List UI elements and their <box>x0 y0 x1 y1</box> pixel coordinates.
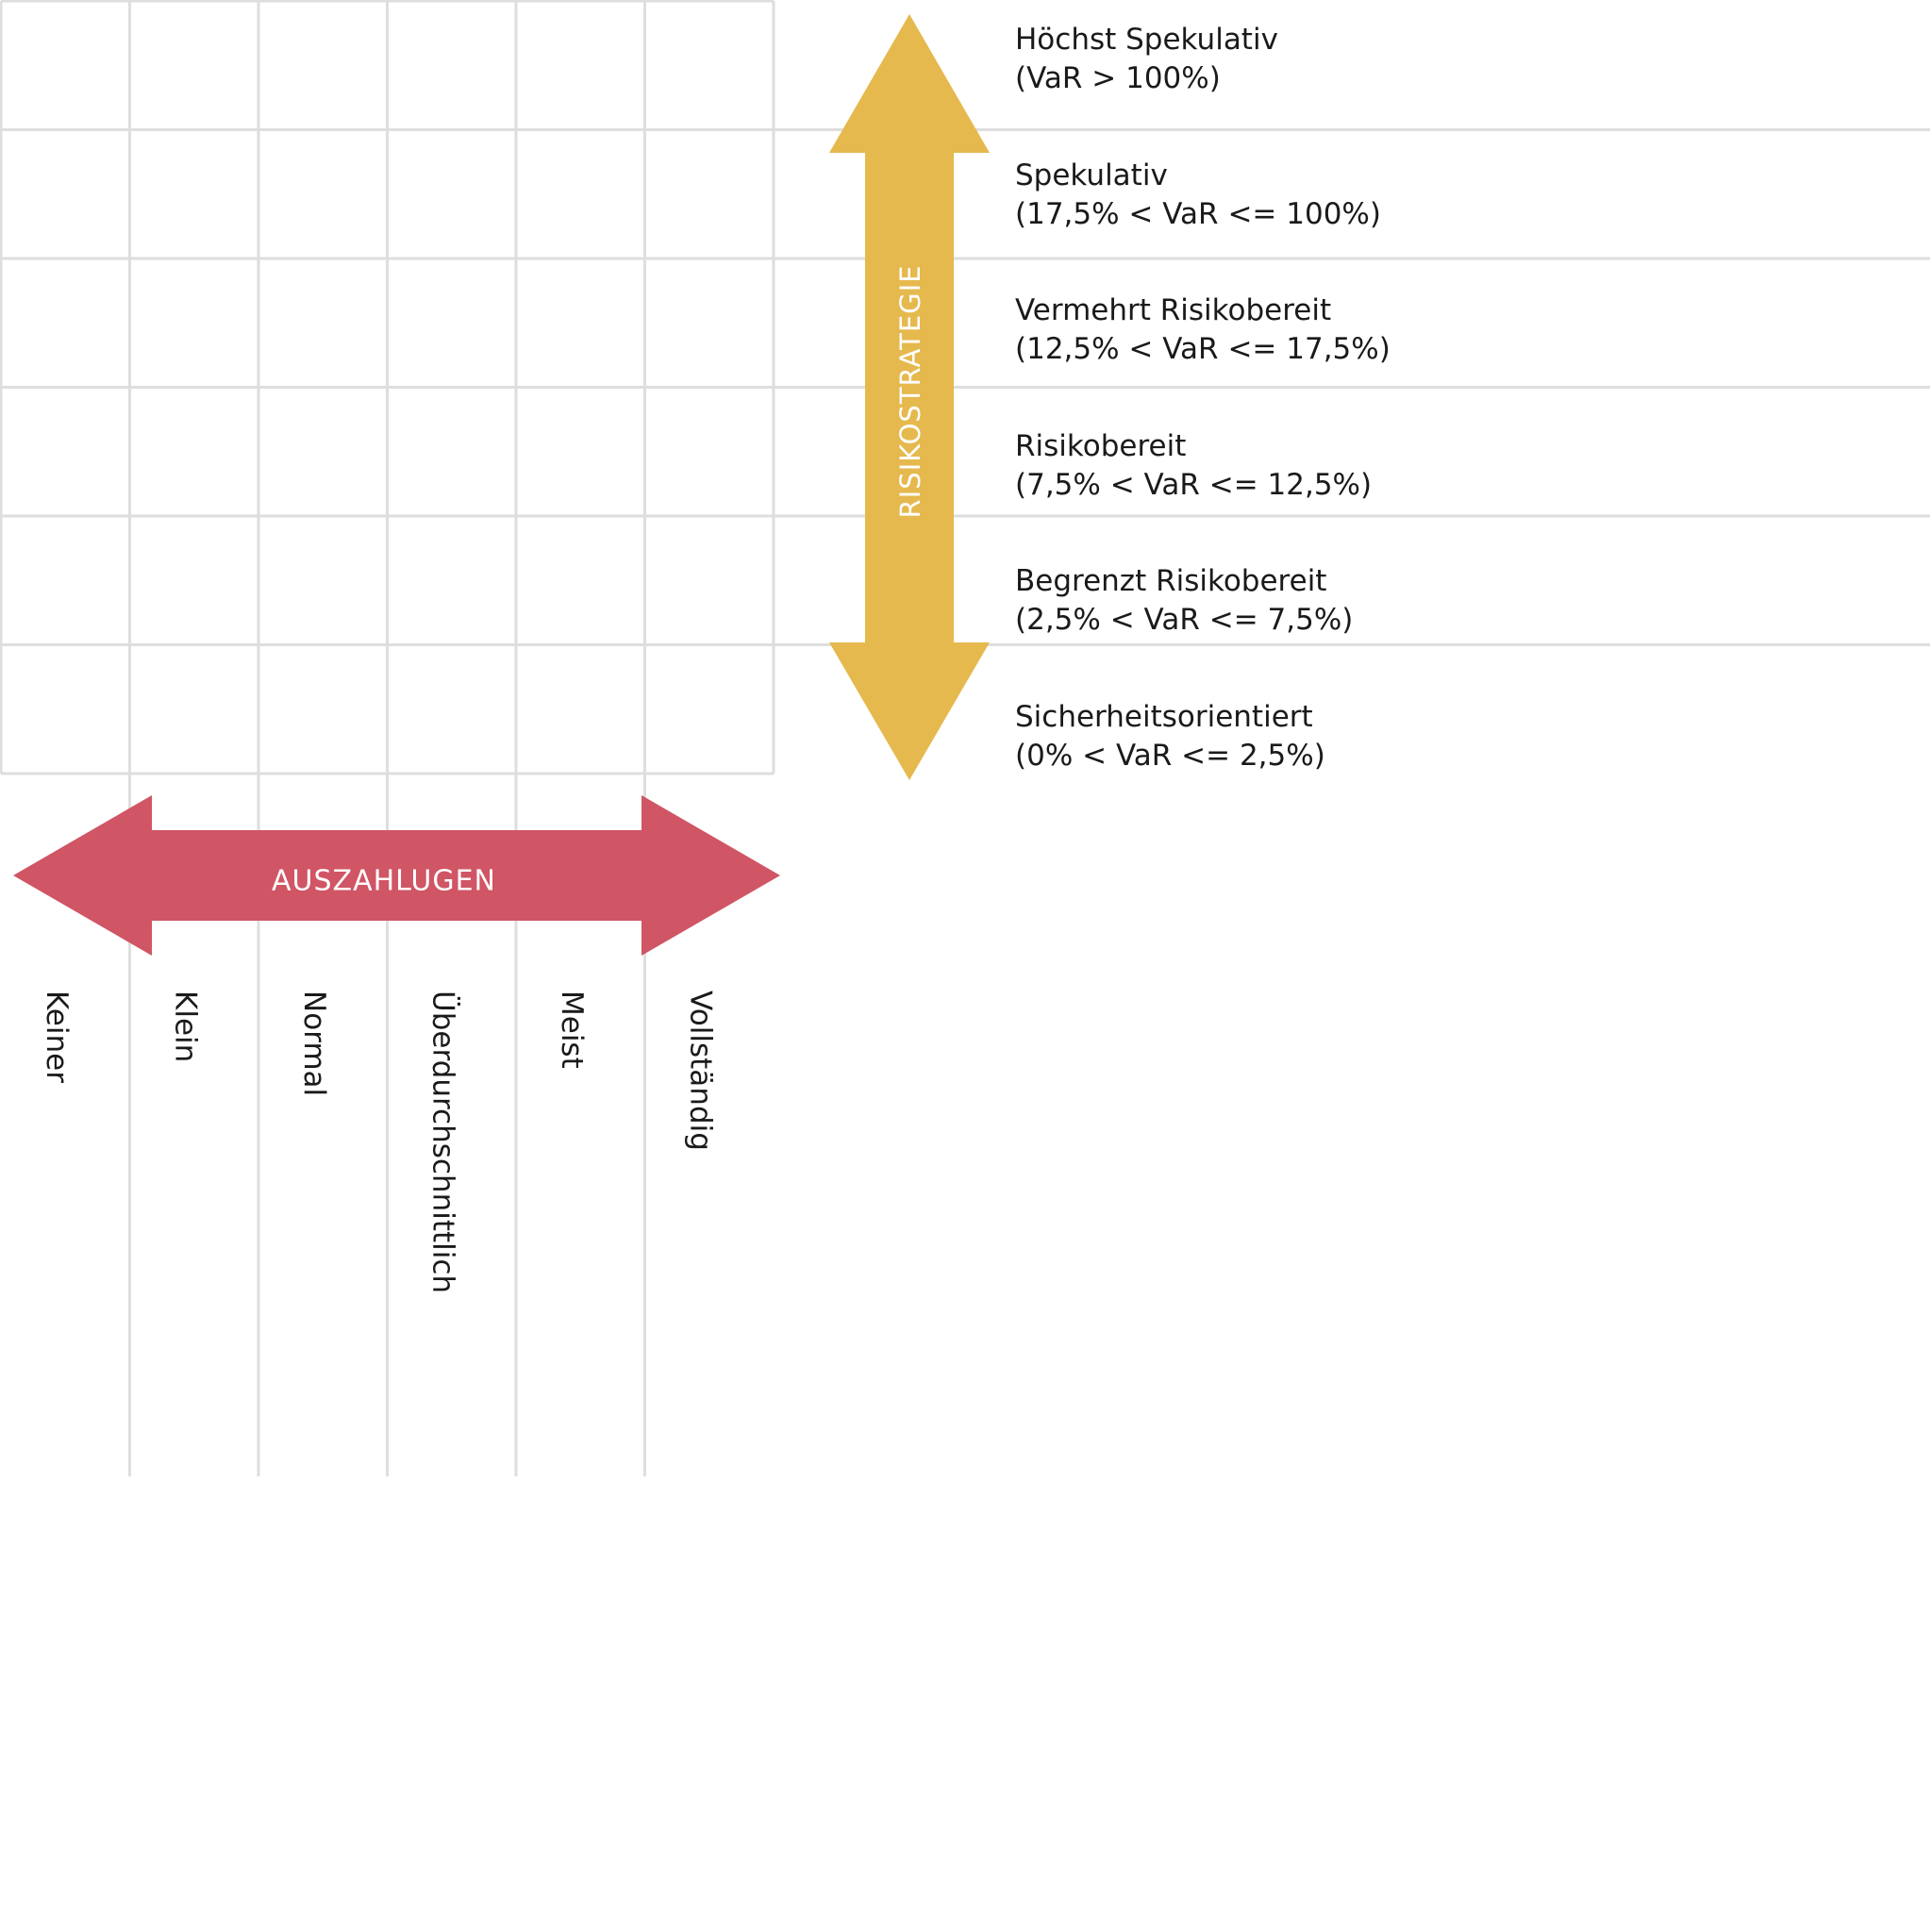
risk-axis-title: RISIKOSTRATEGIE <box>894 265 926 519</box>
risk-level-range: (17,5% < VaR <= 100%) <box>1015 196 1381 231</box>
risk-level-label: Spekulativ (17,5% < VaR <= 100%) <box>1015 157 1381 234</box>
risk-level-name: Vermehrt Risikobereit <box>1015 293 1332 327</box>
payout-arrow-shape <box>13 795 780 956</box>
risk-level-range: (7,5% < VaR <= 12,5%) <box>1015 467 1373 502</box>
risk-level-name: Sicherheitsorientiert <box>1015 699 1313 734</box>
payout-level-label: Meist <box>555 991 589 1069</box>
payout-level-label: Vollständig <box>683 991 718 1151</box>
risk-level-range: (2,5% < VaR <= 7,5%) <box>1015 603 1354 637</box>
matrix-grid <box>0 0 1930 1476</box>
risk-level-label: Begrenzt Risikobereit (2,5% < VaR <= 7,5%… <box>1015 562 1353 640</box>
risk-level-label: Sicherheitsorientiert (0% < VaR <= 2,5%) <box>1015 698 1325 775</box>
payout-level-label: Keiner <box>40 991 74 1083</box>
risk-level-label: Risikobereit (7,5% < VaR <= 12,5%) <box>1015 427 1372 505</box>
risk-arrow: RISIKOSTRATEGIE <box>829 14 990 780</box>
payout-level-label: Normal <box>297 991 331 1097</box>
risk-level-range: (0% < VaR <= 2,5%) <box>1015 738 1325 773</box>
risk-level-name: Spekulativ <box>1015 158 1168 192</box>
risk-level-label: Höchst Spekulativ (VaR > 100%) <box>1015 21 1278 98</box>
risk-arrow-shape <box>829 14 990 780</box>
payout-arrow: AUSZAHLUGEN <box>13 795 780 956</box>
risk-level-range: (VaR > 100%) <box>1015 61 1221 95</box>
risk-level-name: Begrenzt Risikobereit <box>1015 564 1327 598</box>
risk-level-range: (12,5% < VaR <= 17,5%) <box>1015 332 1391 366</box>
risk-level-name: Risikobereit <box>1015 428 1187 463</box>
risk-level-label: Vermehrt Risikobereit (12,5% < VaR <= 17,… <box>1015 291 1391 369</box>
risk-level-name: Höchst Spekulativ <box>1015 23 1278 57</box>
payout-axis-title: AUSZAHLUGEN <box>272 865 496 898</box>
payout-level-label: Überdurchschnittlich <box>425 991 460 1294</box>
payout-level-label: Klein <box>168 991 203 1063</box>
